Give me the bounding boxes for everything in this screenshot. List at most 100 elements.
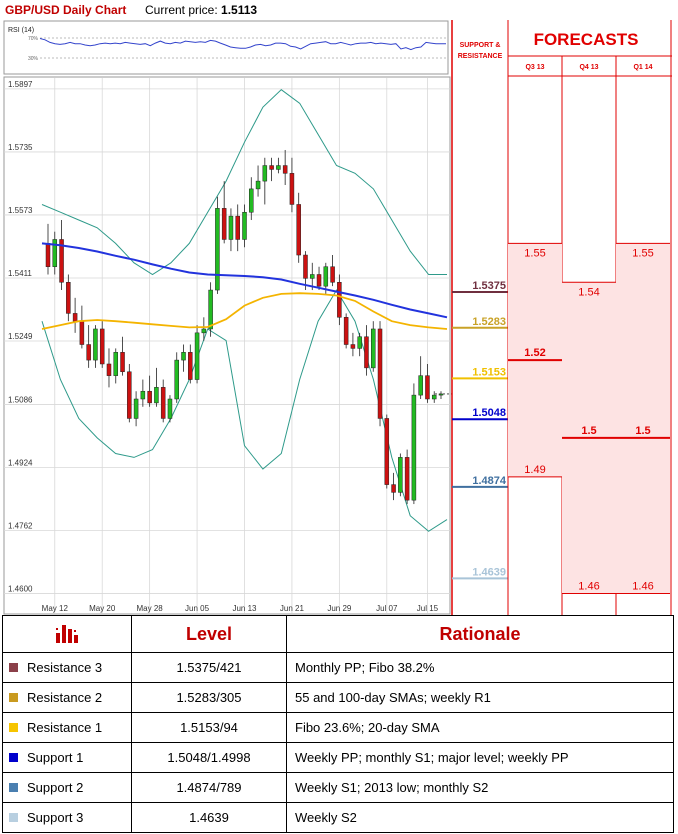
candle xyxy=(52,231,58,275)
level-name-cell: Resistance 3 xyxy=(2,652,132,683)
candle xyxy=(269,157,274,182)
forecast-column-label: Q4 13 xyxy=(579,64,598,71)
candle-body xyxy=(99,328,105,365)
forecast-low-label: 1.46 xyxy=(632,581,653,593)
sr-levels: 1.5375 1.5283 1.5153 1.5048 1.4874 1.4639 xyxy=(452,280,508,580)
candle-body xyxy=(235,215,240,240)
level-swatch xyxy=(9,753,18,762)
candle xyxy=(249,177,254,221)
y-tick-label: 1.5249 xyxy=(8,332,33,341)
table-row: Resistance 3 1.5375/421 Monthly PP; Fibo 3… xyxy=(2,652,674,683)
x-axis: May 12 May 20 May 28 Jun 05 Jun 13 Jun 21 Jun … xyxy=(42,604,439,613)
price-chart: 1.5897 1.5735 1.5573 1.5411 1.5249 1.5086 1.49… xyxy=(3,76,452,615)
forecast-mid-label: 1.52 xyxy=(524,347,545,359)
candle xyxy=(160,379,166,423)
candle-body xyxy=(310,274,315,279)
candle-body xyxy=(364,336,369,369)
candle-body xyxy=(357,336,362,349)
level-value: 1.4639 xyxy=(131,802,287,833)
level-header: Level xyxy=(131,615,287,653)
candle xyxy=(66,274,71,322)
table-row: Support 2 1.4874/789 Weekly S1; 2013 low; … xyxy=(2,772,674,803)
candle-body xyxy=(160,387,166,419)
candle xyxy=(255,165,261,197)
candle xyxy=(316,266,322,291)
level-value: 1.5048/1.4998 xyxy=(131,742,287,773)
candle-body xyxy=(167,398,173,419)
candle-body xyxy=(72,313,78,322)
forecast-high-label: 1.55 xyxy=(524,247,545,259)
x-tick-label: May 20 xyxy=(89,604,116,613)
candle xyxy=(411,383,417,505)
sr-header-line2: RESISTANCE xyxy=(458,53,503,60)
candle-body xyxy=(221,208,227,240)
candle-body xyxy=(201,328,207,334)
level-swatch xyxy=(9,663,18,672)
sr-level: 1.5048 xyxy=(452,407,508,421)
candle-body xyxy=(86,344,91,361)
candle-body xyxy=(282,165,288,174)
x-tick-label: Jun 29 xyxy=(327,604,352,613)
candle xyxy=(188,344,193,384)
candle xyxy=(330,255,335,287)
forecast-range xyxy=(616,243,670,594)
sr-level-label: 1.5283 xyxy=(472,316,506,328)
price-label: Current price: xyxy=(145,3,218,17)
level-swatch xyxy=(9,783,18,792)
level-swatch xyxy=(9,813,18,822)
candle-body xyxy=(188,352,193,380)
candle-body xyxy=(398,457,403,493)
sr-level: 1.4874 xyxy=(452,475,508,488)
forecast-high-label: 1.54 xyxy=(578,286,599,298)
level-name: Support 1 xyxy=(27,750,84,765)
forecast-panel: FORECASTS Q3 13 1.55 1.52 1.49 Q4 13 1.54 1.5 1… xyxy=(507,20,672,615)
table-header-row: Level Rationale xyxy=(2,615,674,653)
candle xyxy=(194,325,200,384)
x-tick-label: Jul 15 xyxy=(417,604,439,613)
level-rationale: Fibo 23.6%; 20-day SMA xyxy=(286,712,674,743)
table-body: Resistance 3 1.5375/421 Monthly PP; Fibo 3… xyxy=(2,652,674,833)
level-rationale: Monthly PP; Fibo 38.2% xyxy=(286,652,674,683)
candle-body xyxy=(316,274,322,287)
rsi-line xyxy=(39,38,446,51)
candle-body xyxy=(323,266,329,287)
candle-body xyxy=(262,165,268,182)
y-tick-label: 1.5411 xyxy=(8,269,32,278)
candle xyxy=(106,348,112,388)
x-tick-label: Jun 05 xyxy=(185,604,210,613)
candle xyxy=(431,391,437,403)
table-row: Resistance 2 1.5283/305 55 and 100-day SMA… xyxy=(2,682,674,713)
candle-body xyxy=(418,375,423,396)
candle-body xyxy=(377,328,383,419)
candle-body xyxy=(133,398,139,419)
moving-averages xyxy=(41,242,448,330)
candle-body xyxy=(174,359,179,400)
level-name-cell: Support 3 xyxy=(2,802,132,833)
candle-body xyxy=(215,208,220,291)
candle xyxy=(425,363,430,403)
candle-body xyxy=(391,484,396,493)
candle-body xyxy=(425,375,430,400)
candle-body xyxy=(350,344,356,349)
table-row: Support 3 1.4639 Weekly S2 xyxy=(2,802,674,833)
rsi-level-low: 30% xyxy=(28,56,39,62)
level-rationale: Weekly PP; monthly S1; major level; week… xyxy=(286,742,674,773)
forecast-column: Q3 13 1.55 1.52 1.49 xyxy=(508,64,562,478)
candle xyxy=(296,192,301,263)
sr-header-line1: SUPPORT & xyxy=(460,42,501,49)
candle xyxy=(364,325,369,376)
candle xyxy=(404,449,410,505)
candle xyxy=(147,375,152,407)
candle xyxy=(391,472,396,501)
y-tick-label: 1.5897 xyxy=(8,80,33,89)
level-name-cell: Resistance 1 xyxy=(2,712,132,743)
candle xyxy=(262,157,268,205)
candle-body xyxy=(127,371,132,419)
level-swatch xyxy=(9,723,18,732)
candle xyxy=(86,325,91,368)
candle-body xyxy=(93,328,98,361)
candle-body xyxy=(208,289,213,330)
candle-body xyxy=(228,215,234,240)
rationale-header: Rationale xyxy=(286,615,674,653)
candle xyxy=(418,356,423,399)
